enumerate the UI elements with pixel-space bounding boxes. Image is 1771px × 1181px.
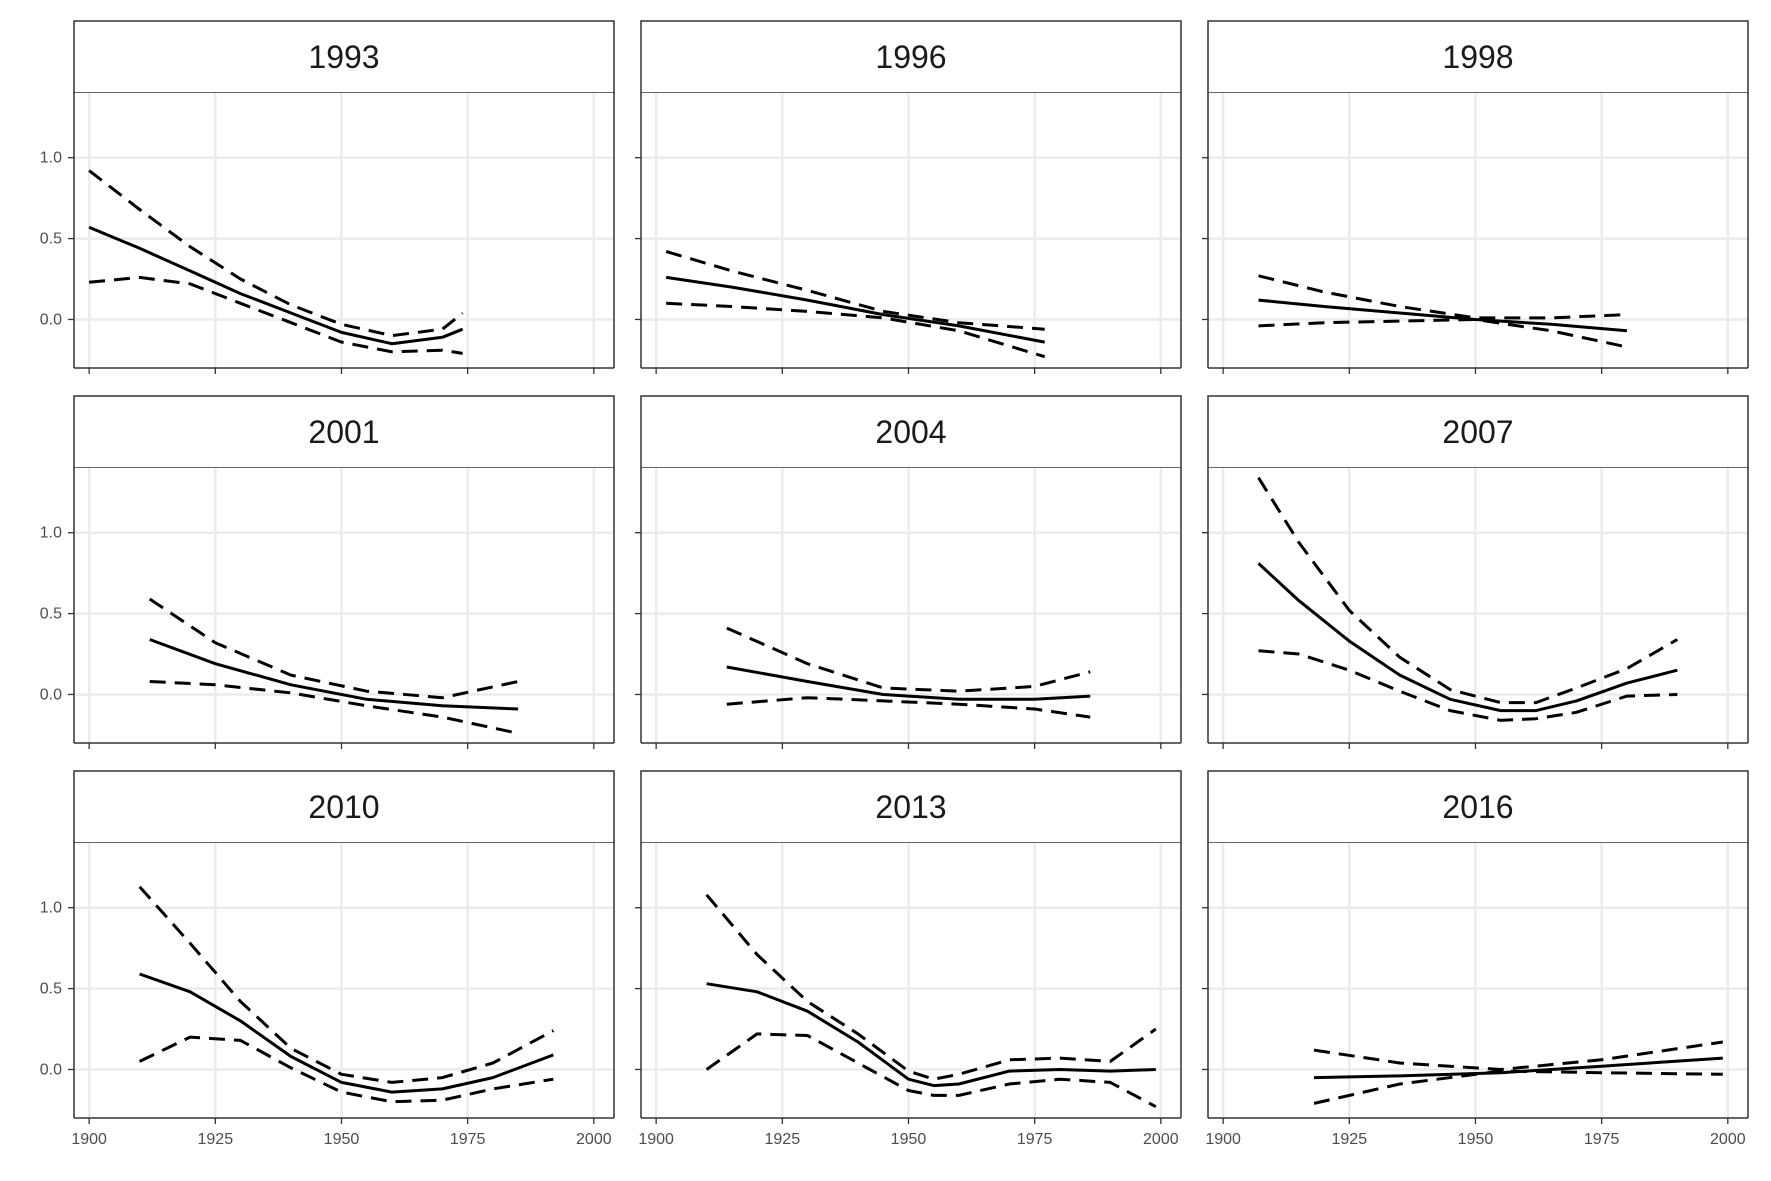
strip-2010	[73, 770, 615, 844]
estimate-line	[139, 972, 554, 1094]
estimate-line	[1258, 298, 1628, 333]
x-tick-label: 1950	[324, 1131, 360, 1148]
y-tick-label: 0.5	[40, 231, 62, 248]
plot-background	[74, 93, 614, 368]
plot-background	[1208, 93, 1748, 368]
x-tick-label: 1900	[638, 1131, 674, 1148]
panel-2013: 2013 1900 1925 1950 1975 2000	[635, 770, 1182, 1148]
y-tick-label: 0.0	[40, 311, 62, 328]
x-tick-label: 2000	[1143, 1131, 1179, 1148]
plot-background	[641, 843, 1181, 1118]
plot-background	[74, 843, 614, 1118]
estimate-line	[665, 275, 1045, 344]
x-tick-label: 1950	[1458, 1131, 1494, 1148]
estimate-line	[1313, 1056, 1723, 1080]
x-tick-label: 2000	[576, 1131, 612, 1148]
strip-1998	[1207, 20, 1749, 94]
x-tick-label: 1975	[450, 1131, 486, 1148]
y-tick-label: 0.5	[40, 606, 62, 623]
panel-2016: 2016 1900 1925 1950 1975 2000	[1202, 770, 1749, 1148]
x-tick-label: 1975	[1017, 1131, 1053, 1148]
x-tick-label: 1900	[71, 1131, 107, 1148]
x-tick-label: 1900	[1205, 1131, 1241, 1148]
y-tick-label: 0.5	[40, 981, 62, 998]
estimate-line	[1257, 562, 1678, 713]
strip-label: 2010	[308, 789, 379, 825]
x-tick-label: 1925	[198, 1131, 234, 1148]
x-tick-label: 2000	[1710, 1131, 1746, 1148]
strip-label: 2013	[875, 789, 946, 825]
strip-label: 1993	[308, 39, 379, 75]
panel-2010: 2010 0.0 0.5 1.0 1900 1925 1950 1975 2000	[40, 770, 615, 1148]
strip-label: 2004	[875, 414, 946, 450]
estimate-line	[706, 982, 1156, 1088]
strip-label: 2016	[1442, 789, 1513, 825]
lower-bound-line	[138, 1035, 554, 1104]
strip-label: 2001	[308, 414, 379, 450]
panel-2004: 2004	[635, 395, 1182, 749]
estimate-line	[726, 665, 1091, 701]
panel-1998: 1998	[1202, 20, 1749, 374]
upper-bound-line	[88, 169, 464, 338]
y-tick-label: 1.0	[40, 150, 62, 167]
lower-bound-line	[705, 1032, 1157, 1109]
strip-label: 1998	[1442, 39, 1513, 75]
strip-label: 2007	[1442, 414, 1513, 450]
upper-bound-line	[1257, 476, 1679, 705]
lower-bound-line	[1258, 318, 1628, 349]
strip-2016	[1207, 770, 1749, 844]
upper-bound-line	[148, 597, 519, 700]
upper-bound-line	[138, 885, 555, 1084]
plot-background	[1208, 468, 1748, 743]
y-tick-label: 0.0	[40, 686, 62, 703]
lower-bound-line	[149, 680, 519, 735]
lower-bound-line	[666, 301, 1046, 359]
x-tick-label: 1975	[1584, 1131, 1620, 1148]
upper-bound-line	[665, 250, 1045, 331]
lower-bound-line	[88, 275, 463, 355]
y-tick-label: 0.0	[40, 1061, 62, 1078]
strip-1996	[640, 20, 1182, 94]
y-tick-label: 1.0	[40, 900, 62, 917]
upper-bound-line	[1313, 1040, 1724, 1071]
strip-2004	[640, 395, 1182, 469]
upper-bound-line	[726, 626, 1091, 693]
strip-2007	[1207, 395, 1749, 469]
panel-2001: 2001 0.0 0.5 1.0	[40, 395, 615, 749]
x-tick-label: 1925	[765, 1131, 801, 1148]
strip-label: 1996	[875, 39, 946, 75]
panel-1996: 1996	[635, 20, 1182, 374]
lower-bound-line	[1258, 649, 1678, 722]
upper-bound-line	[1258, 274, 1627, 320]
x-tick-label: 1950	[891, 1131, 927, 1148]
plot-background	[641, 93, 1181, 368]
panel-1993: 1993 0.0 0.5 1.0	[40, 20, 615, 374]
panel-2007: 2007	[1202, 395, 1749, 749]
strip-2001	[73, 395, 615, 469]
strip-1993	[73, 20, 615, 94]
y-tick-label: 1.0	[40, 525, 62, 542]
x-tick-label: 1925	[1332, 1131, 1368, 1148]
plot-background	[74, 468, 614, 743]
lower-bound-line	[1313, 1069, 1723, 1105]
estimate-line	[88, 225, 464, 346]
plot-background	[1208, 843, 1748, 1118]
estimate-line	[149, 638, 519, 711]
